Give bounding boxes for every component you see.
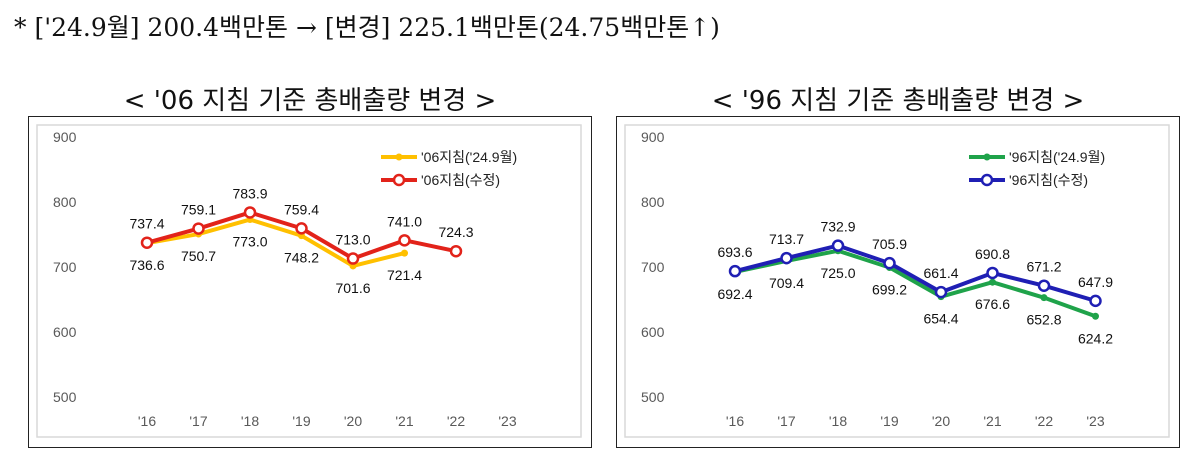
chart-panel-96: 500 600 700 800 900 '16 '17 '18 '19 '20 '21 '22 '23 6… — [616, 116, 1180, 448]
series-line-2 — [734, 243, 1097, 303]
data-point — [934, 285, 948, 299]
legend-marker — [980, 173, 994, 187]
y-tick-label: 800 — [53, 194, 77, 210]
y-tick-label: 700 — [53, 259, 77, 275]
data-label: 750.7 — [181, 248, 216, 264]
data-point — [1092, 312, 1099, 320]
data-label: 759.1 — [181, 202, 216, 218]
data-point — [140, 236, 154, 249]
data-point — [401, 249, 408, 257]
x-tick-label: '19 — [880, 413, 898, 429]
data-point — [883, 256, 896, 270]
legend-marker — [983, 153, 991, 161]
x-tick-label: '23 — [498, 413, 516, 429]
legend-marker — [395, 153, 403, 161]
data-label: 647.9 — [1078, 274, 1113, 290]
series-line-1 — [734, 248, 1097, 319]
x-tick-label: '18 — [241, 413, 259, 429]
data-point — [192, 222, 205, 235]
x-tick-label: '20 — [932, 413, 950, 429]
y-tick-label: 800 — [641, 194, 665, 210]
data-label: 732.9 — [820, 219, 855, 235]
data-label: 783.9 — [232, 185, 267, 201]
data-label: 709.4 — [769, 275, 804, 291]
data-point — [1089, 294, 1102, 308]
data-label: 748.2 — [284, 250, 319, 266]
data-point — [986, 266, 999, 280]
series-line-1 — [146, 217, 405, 268]
note-text: * ['24.9월] 200.4백만톤 → [변경] 225.1백만톤(24.7… — [14, 13, 720, 42]
chart-96-svg: 500 600 700 800 900 '16 '17 '18 '19 '20 '21 '22 '23 6… — [624, 124, 1170, 438]
x-tick-label: '17 — [189, 413, 207, 429]
data-point — [1037, 279, 1051, 292]
x-tick-label: '19 — [292, 413, 310, 429]
y-tick-label: 600 — [53, 324, 77, 340]
data-point — [295, 222, 308, 235]
data-label: 624.2 — [1078, 330, 1113, 346]
y-tick-label: 600 — [641, 324, 665, 340]
legend-label: '06지침('24.9월) — [421, 149, 517, 165]
chart-title-06: < '06 지침 기준 총배출량 변경 > — [123, 86, 497, 116]
data-label: 741.0 — [387, 213, 422, 229]
data-label: 699.2 — [872, 282, 907, 298]
data-label: 736.6 — [129, 257, 164, 273]
data-label: 721.4 — [387, 267, 422, 283]
data-label: 693.6 — [717, 244, 752, 260]
y-tick-label: 500 — [53, 389, 77, 405]
x-tick-label: '17 — [777, 413, 795, 429]
x-tick-label: '18 — [829, 413, 847, 429]
data-label: 690.8 — [975, 246, 1010, 262]
data-label: 759.4 — [284, 201, 319, 217]
data-label: 652.8 — [1026, 312, 1061, 328]
legend-marker — [392, 173, 406, 187]
x-tick-label: '21 — [395, 413, 413, 429]
data-label: 724.3 — [438, 224, 473, 240]
plot-area — [624, 124, 1170, 438]
x-tick-label: '20 — [344, 413, 362, 429]
data-point — [989, 278, 996, 286]
x-tick-label: '22 — [447, 413, 465, 429]
x-tick-label: '22 — [1035, 413, 1053, 429]
data-point — [346, 252, 360, 265]
data-label: 661.4 — [923, 265, 958, 281]
legend-label: '96지침('24.9월) — [1009, 149, 1105, 165]
data-point — [780, 251, 793, 265]
data-label: 713.7 — [769, 231, 804, 247]
x-tick-label: '16 — [726, 413, 744, 429]
data-point — [831, 239, 845, 252]
y-tick-label: 900 — [53, 129, 77, 145]
data-label: 737.4 — [129, 216, 164, 232]
chart-06-svg: 500 600 700 800 900 '16 '17 '18 '19 '20 '21 '22 '23 7… — [36, 124, 582, 438]
data-label: 701.6 — [335, 280, 370, 296]
y-tick-label: 500 — [641, 389, 665, 405]
data-label: 671.2 — [1026, 259, 1061, 275]
data-label: 705.9 — [872, 236, 907, 252]
data-point — [1040, 294, 1048, 302]
plot-area — [36, 124, 582, 438]
chart-panel-06: 500 600 700 800 900 '16 '17 '18 '19 '20 '21 '22 '23 7… — [28, 116, 592, 448]
data-point — [398, 234, 411, 247]
data-label: 773.0 — [232, 234, 267, 250]
legend-label: '06지침(수정) — [421, 172, 500, 188]
chart-title-96: < '96 지침 기준 총배출량 변경 > — [711, 86, 1085, 116]
data-label: 654.4 — [923, 311, 958, 327]
data-label: 725.0 — [820, 265, 855, 281]
data-label: 713.0 — [335, 232, 370, 248]
x-tick-label: '23 — [1086, 413, 1104, 429]
x-tick-label: '16 — [138, 413, 156, 429]
data-label: 676.6 — [975, 296, 1010, 312]
data-label: 692.4 — [717, 286, 752, 302]
legend-label: '96지침(수정) — [1009, 172, 1088, 188]
y-tick-label: 900 — [641, 129, 665, 145]
data-point — [449, 244, 463, 258]
data-point — [243, 206, 257, 219]
y-tick-label: 700 — [641, 259, 665, 275]
x-tick-label: '21 — [983, 413, 1001, 429]
data-point — [728, 264, 742, 278]
